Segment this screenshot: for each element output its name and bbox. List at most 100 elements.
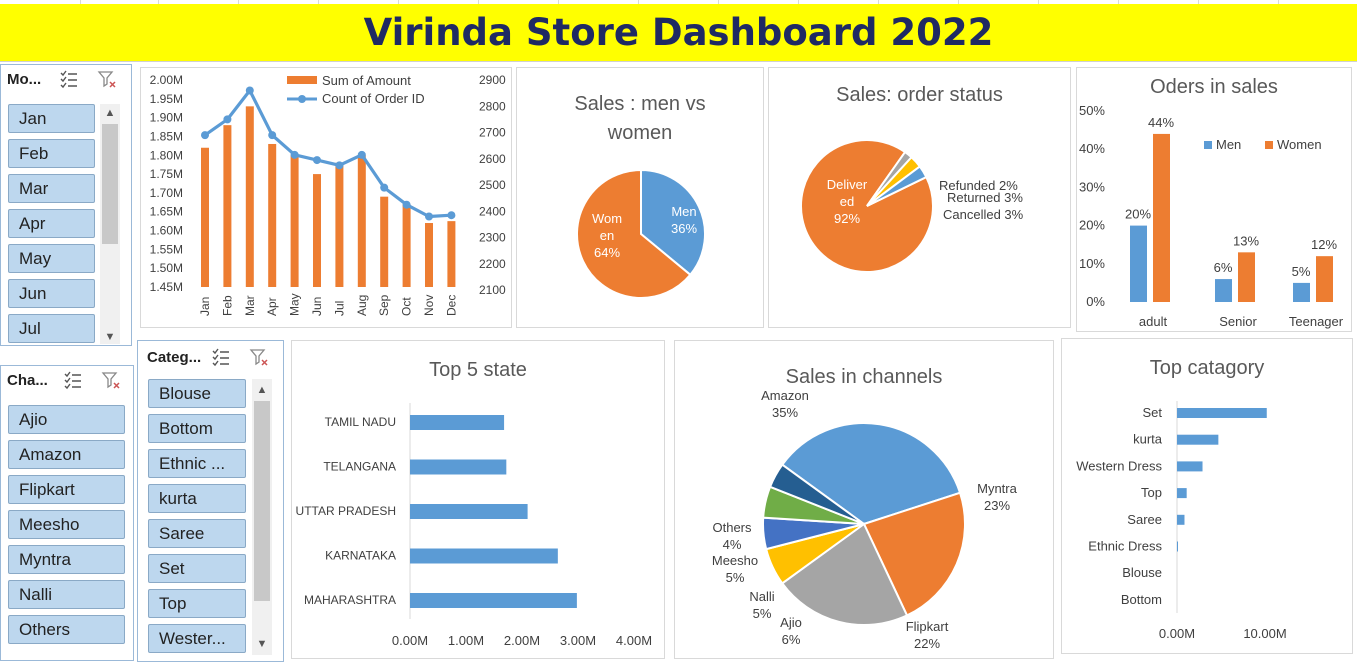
pie-label-refunded: Refunded 2% (939, 178, 1018, 193)
slicer-item-apr[interactable]: Apr (8, 209, 95, 238)
pie-label-delivered: ed (840, 194, 854, 209)
y-left-tick: 1.75M (150, 167, 183, 181)
category-bar (1177, 434, 1219, 445)
bar-women (1238, 252, 1255, 302)
pie-label-women: 64% (594, 245, 620, 260)
pie-label-others: Others (712, 520, 752, 535)
slicer-item-jul[interactable]: Jul (8, 314, 95, 343)
clear-filter-icon[interactable] (97, 69, 117, 89)
scroll-thumb[interactable] (102, 124, 118, 244)
pie-label-delivered: Deliver (827, 177, 868, 192)
y-right-tick: 2200 (479, 257, 506, 271)
channel-pie-svg: Amazon 35% Myntra 23% Flipkart 22% Ajio 6% Nalli… (712, 388, 1018, 651)
x-tick: 4.00M (616, 633, 652, 648)
state-label: TAMIL NADU (325, 415, 396, 429)
scroll-down-icon[interactable]: ▼ (256, 638, 268, 650)
pie-label-meesho: 5% (726, 570, 745, 585)
state-label: KARNATAKA (325, 549, 396, 563)
x-tick: Apr (265, 297, 279, 316)
chart-title: Sales: order status (836, 84, 1003, 106)
month-slicer-scrollbar[interactable]: ▲ ▼ (100, 104, 120, 344)
slicer-item-flipkart[interactable]: Flipkart (8, 475, 125, 504)
month-slicer[interactable]: Mo... Jan Feb Mar Apr May Jun Jul ▲ ▼ (0, 64, 132, 346)
slicer-item-top[interactable]: Top (148, 589, 246, 618)
y-left-tick: 1.55M (150, 242, 183, 256)
slicer-item-myntra[interactable]: Myntra (8, 545, 125, 574)
slicer-item-jun[interactable]: Jun (8, 279, 95, 308)
slicer-item-ethnic[interactable]: Ethnic ... (148, 449, 246, 478)
y-left-tick: 1.85M (150, 129, 183, 143)
pie-slice-others (768, 463, 865, 525)
pie-label-ajio: 6% (782, 632, 801, 647)
legend-label-men: Men (1216, 137, 1241, 152)
slicer-item-kurta[interactable]: kurta (148, 484, 246, 513)
pie-label-returned: Returned 3% (947, 190, 1023, 205)
slicer-item-saree[interactable]: Saree (148, 519, 246, 548)
combo-chart-svg: 1.45M 1.50M 1.55M 1.60M 1.65M 1.70M 1.75M 1.80M… (150, 73, 506, 316)
category-slicer[interactable]: Categ... Blouse Bottom Ethnic ... kurta … (137, 340, 284, 662)
month-slicer-header: Mo... (7, 71, 42, 88)
orders-point (402, 200, 411, 209)
scroll-up-icon[interactable]: ▲ (256, 384, 268, 396)
multi-select-icon[interactable] (211, 347, 231, 367)
orders-point (313, 156, 321, 165)
scroll-down-icon[interactable]: ▼ (104, 331, 116, 343)
slicer-item-blouse[interactable]: Blouse (148, 379, 246, 408)
orders-point (357, 150, 366, 159)
chart-title: Sales : men vs women (574, 93, 706, 144)
amount-bar (425, 223, 433, 287)
slicer-item-meesho[interactable]: Meesho (8, 510, 125, 539)
amount-bar (201, 147, 209, 287)
x-tick: Jul (332, 301, 346, 316)
orders-point (335, 161, 344, 170)
clear-filter-icon[interactable] (249, 347, 269, 367)
x-tick: Senior (1219, 314, 1257, 329)
pie-label-nalli: Nalli (749, 589, 774, 604)
y-right-tick: 2800 (479, 99, 506, 113)
x-tick: 10.00M (1243, 626, 1286, 641)
multi-select-icon[interactable] (59, 69, 79, 89)
slicer-item-others[interactable]: Others (8, 615, 125, 644)
slicer-item-may[interactable]: May (8, 244, 95, 273)
scroll-thumb[interactable] (254, 401, 270, 601)
age-group-orders-chart: Oders in sales 0% 10% 20% 30% 40% 50% 20% 44% ad… (1076, 67, 1352, 332)
y-tick: 0% (1086, 294, 1105, 309)
slicer-item-mar[interactable]: Mar (8, 174, 95, 203)
slicer-item-bottom[interactable]: Bottom (148, 414, 246, 443)
clear-filter-icon[interactable] (101, 370, 121, 390)
category-bar (1177, 514, 1185, 525)
x-tick: Teenager (1289, 314, 1344, 329)
channel-slicer[interactable]: Cha... Ajio Amazon Flipkart Meesho Myntr… (0, 365, 134, 661)
chart-title: Top 5 state (429, 359, 527, 381)
y-tick: 50% (1079, 103, 1105, 118)
legend-label-orders: Count of Order ID (322, 91, 425, 106)
state-label: UTTAR PRADESH (296, 504, 396, 518)
x-tick: 3.00M (560, 633, 596, 648)
pie-slice-women (576, 168, 692, 299)
slicer-item-ajio[interactable]: Ajio (8, 405, 125, 434)
slicer-item-feb[interactable]: Feb (8, 139, 95, 168)
multi-select-icon[interactable] (63, 370, 83, 390)
order-status-chart: Sales: order status Deliver ed 92% Refunded… (768, 67, 1071, 328)
x-tick: 0.00M (392, 633, 428, 648)
slicer-item-set[interactable]: Set (148, 554, 246, 583)
slicer-item-western[interactable]: Wester... (148, 624, 246, 653)
category-slicer-scrollbar[interactable]: ▲ ▼ (252, 379, 272, 655)
slicer-item-nalli[interactable]: Nalli (8, 580, 125, 609)
orders-point (268, 131, 277, 140)
data-label: 12% (1311, 237, 1337, 252)
category-bar (1177, 541, 1178, 552)
slicer-item-amazon[interactable]: Amazon (8, 440, 125, 469)
x-tick: Mar (243, 295, 257, 316)
y-right-tick: 2100 (479, 283, 506, 297)
scroll-up-icon[interactable]: ▲ (104, 107, 116, 119)
y-left-tick: 1.60M (150, 224, 183, 238)
slicer-item-jan[interactable]: Jan (8, 104, 95, 133)
legend-swatch-men (1204, 141, 1212, 149)
amount-bar (335, 162, 344, 287)
amount-bar (402, 204, 411, 287)
orders-point (380, 183, 389, 192)
chart-title: Oders in sales (1150, 76, 1278, 98)
orders-point (425, 212, 433, 221)
y-right-tick: 2400 (479, 204, 506, 218)
